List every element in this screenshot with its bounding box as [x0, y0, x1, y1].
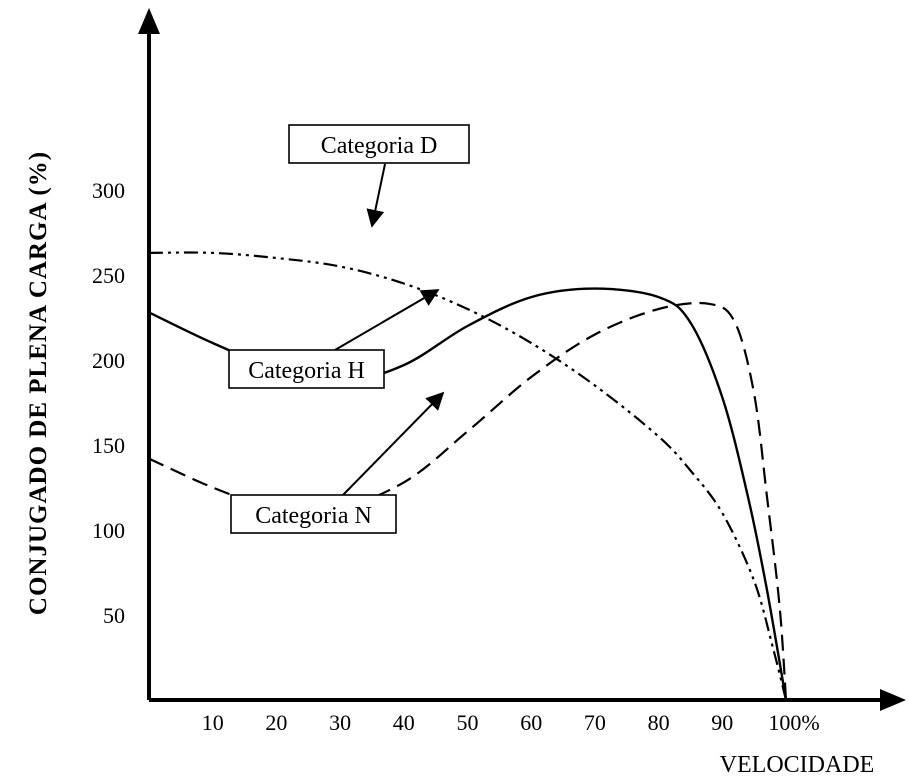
callout-categoria-h: Categoria H — [228, 289, 440, 389]
x-tick-label: 100% — [768, 710, 819, 735]
x-tick-label: 50 — [457, 710, 479, 735]
x-tick-label: 40 — [393, 710, 415, 735]
y-tick-label: 300 — [92, 178, 125, 203]
callout-layer: Categoria D Categoria H Categoria N — [228, 124, 470, 534]
callout-label: Categoria N — [255, 503, 372, 529]
callout-label: Categoria H — [248, 358, 365, 384]
x-tick-label: 20 — [265, 710, 287, 735]
x-tick-label: 60 — [520, 710, 542, 735]
y-tick-label: 200 — [92, 348, 125, 373]
y-tick-label: 50 — [103, 603, 125, 628]
tick-layer: 10 20 30 40 50 60 70 80 90 100% 50 100 150 200 250 300 — [92, 178, 820, 735]
series-layer — [148, 251, 788, 701]
callout-box — [228, 349, 385, 389]
callout-arrow — [342, 391, 445, 496]
callout-label: Categoria D — [321, 133, 438, 159]
callout-box — [230, 494, 397, 534]
series-line-categoria-d — [148, 251, 788, 701]
x-tick-label: 70 — [584, 710, 606, 735]
x-tick-label: 80 — [648, 710, 670, 735]
x-tick-label: 90 — [711, 710, 733, 735]
y-axis-arrow — [138, 8, 160, 34]
callout-categoria-n: Categoria N — [230, 391, 445, 534]
callout-arrow — [366, 163, 386, 228]
callout-box — [288, 124, 470, 164]
y-tick-label: 100 — [92, 518, 125, 543]
x-axis-arrow — [880, 689, 906, 711]
callout-categoria-d: Categoria D — [288, 124, 470, 228]
x-tick-label: 30 — [329, 710, 351, 735]
y-tick-label: 250 — [92, 263, 125, 288]
x-tick-label: 10 — [202, 710, 224, 735]
y-axis-label: CONJUGADO DE PLENA CARGA (%) — [25, 151, 52, 615]
x-axis-label: VELOCIDADE — [720, 752, 875, 778]
callout-arrow — [334, 289, 440, 351]
y-tick-label: 150 — [92, 433, 125, 458]
